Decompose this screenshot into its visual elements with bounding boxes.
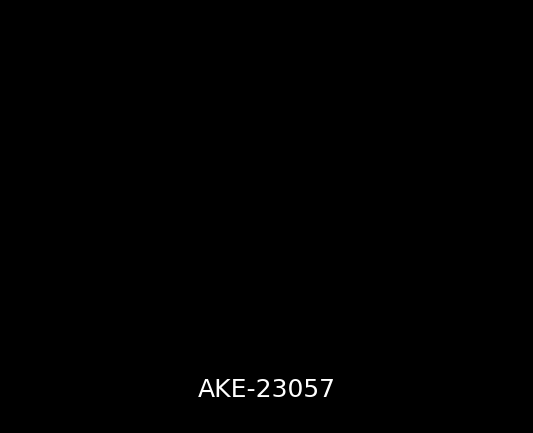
Text: AKE-23057: AKE-23057 bbox=[198, 378, 335, 402]
